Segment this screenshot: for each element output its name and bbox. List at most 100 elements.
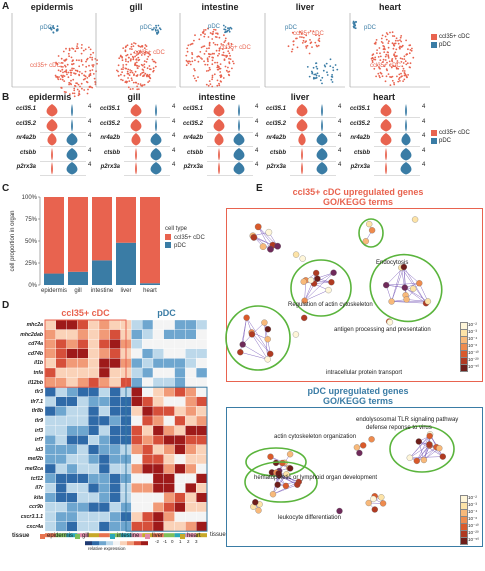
pvalue-legend-pdc-label-5: 10⁻²⁰ bbox=[468, 530, 479, 536]
cdc-point bbox=[85, 76, 87, 78]
heatmap-cell bbox=[99, 445, 110, 455]
heatmap-gene-7: tlr3 bbox=[13, 389, 43, 395]
heatmap-cell bbox=[153, 416, 164, 426]
umap-title-heart: heart bbox=[350, 2, 430, 12]
cdc-point bbox=[127, 71, 129, 73]
violin-cdc bbox=[381, 133, 392, 146]
violin-cdc bbox=[297, 119, 308, 132]
cdc-point bbox=[63, 80, 65, 82]
violin-cdc bbox=[51, 148, 53, 161]
cdc-point bbox=[220, 81, 222, 83]
network-node bbox=[427, 433, 433, 439]
cdc-point bbox=[372, 53, 374, 55]
cdc-point bbox=[63, 59, 65, 61]
network-term-3: hematopoietic or lymphoid organ developm… bbox=[254, 475, 377, 481]
panel-d-label: D bbox=[2, 300, 9, 311]
pdc-point bbox=[157, 31, 159, 33]
heatmap-cell bbox=[45, 378, 56, 388]
cdc-point bbox=[62, 79, 64, 81]
heatmap-cell bbox=[185, 464, 196, 474]
cdc-point bbox=[146, 45, 148, 47]
heatmap-cell bbox=[45, 406, 56, 416]
cdc-point bbox=[211, 38, 213, 40]
heatmap-gene-10: tlr9 bbox=[13, 418, 43, 424]
heatmap-cell bbox=[142, 522, 153, 532]
violin-pdc bbox=[401, 162, 412, 175]
heatmap-cell bbox=[153, 493, 164, 503]
cdc-point bbox=[71, 63, 73, 65]
bar-cdc bbox=[116, 197, 136, 243]
network-cdc-title: ccl35+ cDC upregulated genes bbox=[258, 187, 458, 197]
heatmap-cell bbox=[142, 378, 153, 388]
cdc-point bbox=[400, 73, 402, 75]
heatmap-cell bbox=[153, 349, 164, 359]
heatmap-gene-14: mef2b bbox=[13, 456, 43, 462]
cdc-point bbox=[122, 79, 124, 81]
heatmap-cell bbox=[45, 330, 56, 340]
pdc-point bbox=[57, 25, 59, 27]
cdc-point bbox=[198, 61, 200, 63]
legend-b-cdc-swatch bbox=[431, 130, 437, 136]
cdc-point bbox=[68, 84, 70, 86]
cdc-point bbox=[401, 58, 403, 60]
pvalue-legend-pdc-label-0: 10⁻² bbox=[468, 495, 477, 501]
heatmap-cell bbox=[67, 493, 78, 503]
pvalue-legend-cdc-label-5: 10⁻²⁰ bbox=[468, 357, 479, 363]
cdc-point bbox=[399, 46, 401, 48]
cdc-point bbox=[393, 48, 395, 50]
network-term-1: Regulation of actin cytoskeleton bbox=[288, 302, 373, 308]
cdc-point bbox=[385, 54, 387, 56]
cdc-point bbox=[402, 80, 404, 82]
heatmap-cell bbox=[56, 493, 67, 503]
cdc-point bbox=[86, 59, 88, 61]
cdc-point bbox=[223, 77, 225, 79]
network-node bbox=[251, 234, 257, 240]
cdc-point bbox=[211, 86, 213, 88]
network-node bbox=[293, 332, 299, 338]
cdc-point bbox=[403, 62, 405, 64]
cdc-point bbox=[61, 58, 63, 60]
heatmap-cell bbox=[56, 445, 67, 455]
cdc-point bbox=[130, 54, 132, 56]
umap-cdc-label-intestine: ccl35+ cDC bbox=[220, 45, 251, 51]
cdc-point bbox=[152, 59, 154, 61]
bar-pdc bbox=[116, 243, 136, 285]
cdc-point bbox=[392, 42, 394, 44]
cdc-point bbox=[203, 29, 205, 31]
heatmap-cell bbox=[164, 330, 175, 340]
heatmap-cell bbox=[110, 464, 121, 474]
x-tick-label: epidermis bbox=[41, 288, 67, 294]
violin-row-intestine-2 bbox=[207, 132, 253, 147]
heatmap-cell bbox=[77, 378, 88, 388]
heatmap-cell bbox=[56, 406, 67, 416]
cdc-point bbox=[391, 58, 393, 60]
heatmap-cell bbox=[77, 387, 88, 397]
cdc-point bbox=[390, 84, 392, 86]
pdc-point bbox=[316, 66, 318, 68]
violin-pdc bbox=[234, 162, 245, 175]
x-tick-label: liver bbox=[120, 288, 131, 294]
heatmap-cell bbox=[56, 378, 67, 388]
pdc-point bbox=[52, 31, 54, 33]
color-scale-step bbox=[141, 541, 148, 545]
heatmap-cell bbox=[175, 406, 186, 416]
cdc-point bbox=[297, 47, 299, 49]
tissue-legend-label-4: heart bbox=[187, 533, 201, 539]
cdc-point bbox=[407, 48, 409, 50]
cdc-point bbox=[70, 83, 72, 85]
cdc-point bbox=[116, 70, 118, 72]
cdc-point bbox=[128, 57, 130, 59]
heatmap-cell bbox=[77, 502, 88, 512]
cdc-point bbox=[203, 36, 205, 38]
heatmap-cell bbox=[153, 330, 164, 340]
violin-gene-gill-2: nr4a2b bbox=[94, 135, 120, 141]
cdc-point bbox=[221, 54, 223, 56]
y-tick-label: 75% bbox=[25, 217, 38, 223]
y-tick-label: 25% bbox=[25, 261, 38, 267]
umap-pdc-label-heart: pDC bbox=[364, 25, 376, 31]
heatmap-cell bbox=[67, 435, 78, 445]
violin-row-gill-4 bbox=[124, 161, 170, 176]
violin-row-gill-1 bbox=[124, 118, 170, 133]
heatmap-cell bbox=[196, 483, 207, 493]
